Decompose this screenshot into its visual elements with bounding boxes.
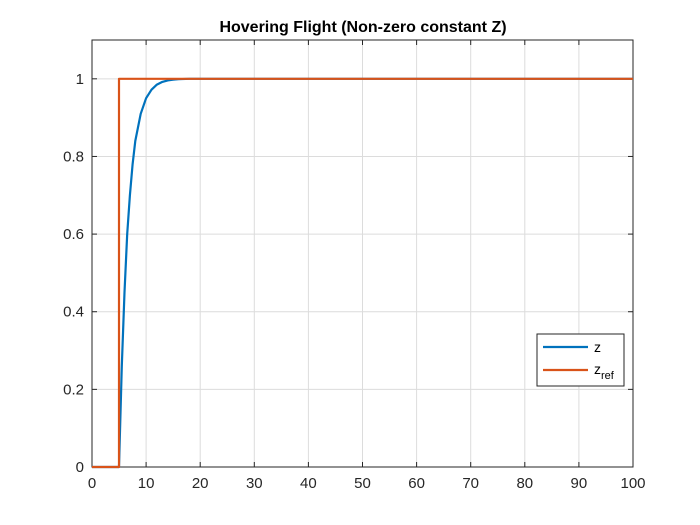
axis-ticks: 0 10 20 30 40 50 60 70 80 90 100 0 0.2 0.4 0.6 0.8 1 (63, 40, 646, 492)
legend: z zref (536, 333, 625, 387)
x-tick-label: 100 (620, 475, 645, 492)
x-tick-label: 70 (462, 475, 479, 492)
x-tick-label: 10 (138, 475, 155, 492)
chart-title: Hovering Flight (Non-zero constant Z) (219, 19, 506, 36)
series-zref-line (92, 77, 633, 469)
series-lines (92, 77, 633, 469)
x-tick-label: 20 (192, 475, 209, 492)
x-tick-label: 30 (246, 475, 263, 492)
x-tick-label: 40 (300, 475, 317, 492)
y-tick-label: 0.6 (63, 226, 84, 243)
x-tick-label: 0 (88, 475, 96, 492)
y-tick-label: 1 (76, 71, 84, 88)
legend-label-zref: zref (594, 361, 615, 382)
y-tick-label: 0.8 (63, 148, 84, 165)
y-tick-label: 0.4 (63, 304, 84, 321)
x-tick-label: 50 (354, 475, 371, 492)
x-tick-label: 90 (571, 475, 588, 492)
x-tick-label: 80 (516, 475, 533, 492)
legend-label-z: z (594, 339, 601, 355)
x-tick-label: 60 (408, 475, 425, 492)
y-tick-label: 0.2 (63, 381, 84, 398)
grid-lines (92, 40, 633, 467)
y-tick-label: 0 (76, 459, 84, 476)
legend-box (536, 333, 625, 387)
